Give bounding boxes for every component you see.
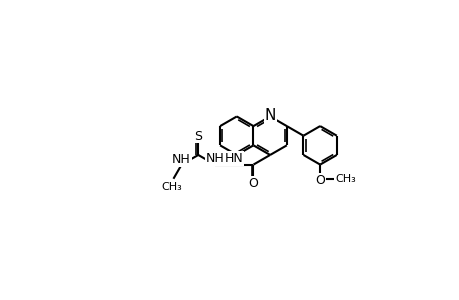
Text: S: S — [194, 130, 202, 143]
Text: NH: NH — [172, 154, 190, 166]
Text: HN: HN — [224, 152, 243, 165]
Text: N: N — [264, 108, 275, 123]
Text: CH₃: CH₃ — [335, 174, 356, 184]
Text: O: O — [248, 177, 258, 190]
Text: O: O — [314, 174, 325, 187]
Text: CH₃: CH₃ — [161, 182, 182, 192]
Text: NH: NH — [205, 152, 224, 165]
